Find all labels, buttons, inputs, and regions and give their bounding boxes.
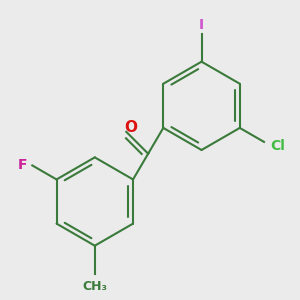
Text: F: F: [17, 158, 27, 172]
Text: O: O: [124, 120, 137, 135]
Text: Cl: Cl: [270, 139, 285, 153]
Text: I: I: [199, 18, 204, 32]
Text: CH₃: CH₃: [82, 280, 107, 293]
